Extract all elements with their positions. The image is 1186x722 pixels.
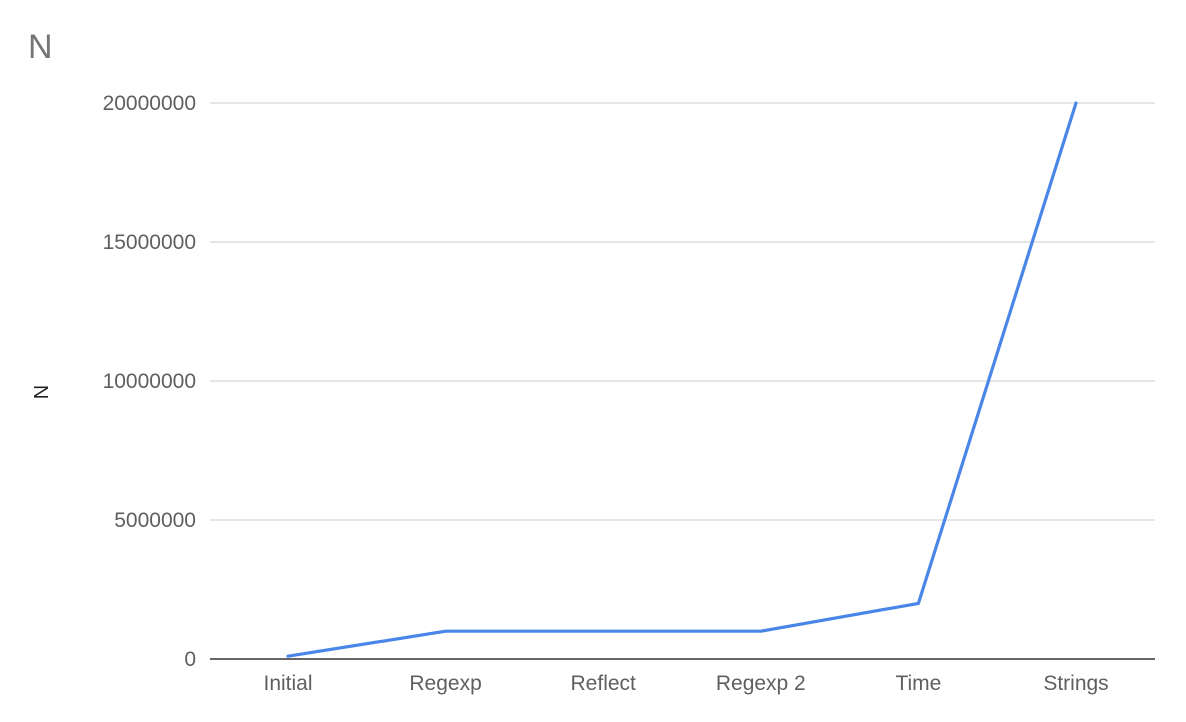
series-line: [286, 101, 1078, 658]
series-layer: [286, 101, 1078, 658]
y-tick-label: 5000000: [114, 509, 196, 532]
x-tick-label: Time: [895, 672, 941, 695]
x-tick-label: Initial: [263, 672, 312, 695]
y-axis-tick-labels: 0 5000000 10000000 15000000 20000000: [103, 92, 196, 671]
y-axis-title: N: [31, 385, 53, 399]
y-tick-label: 20000000: [103, 92, 196, 115]
x-tick-label: Regexp: [409, 672, 481, 695]
y-tick-label: 0: [184, 648, 196, 671]
y-tick-label: 10000000: [103, 370, 196, 393]
x-tick-label: Regexp 2: [716, 672, 806, 695]
x-tick-label: Reflect: [571, 672, 637, 695]
y-tick-label: 15000000: [103, 231, 196, 254]
x-axis-tick-labels: Initial Regexp Reflect Regexp 2 Time Strings: [263, 672, 1108, 695]
x-tick-label: Strings: [1043, 672, 1108, 695]
grid-lines: [210, 102, 1155, 660]
chart-title: N: [28, 28, 53, 66]
